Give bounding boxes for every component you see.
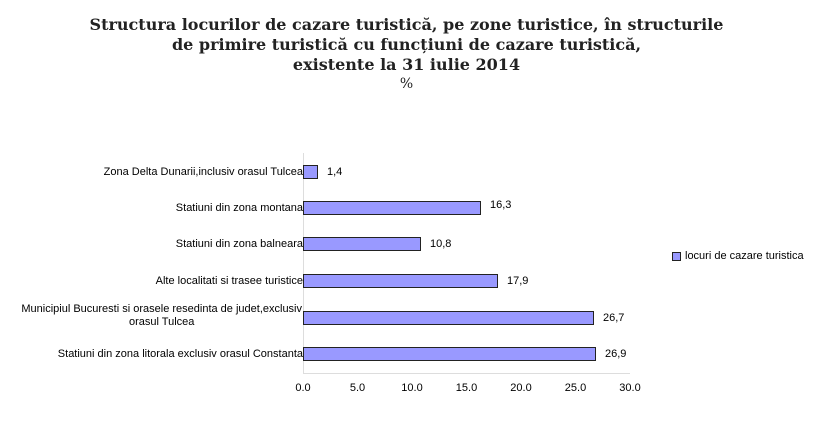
x-tick-label: 25.0	[564, 382, 587, 394]
bar	[303, 165, 318, 179]
value-label: 16,3	[490, 199, 512, 211]
category-label: Statiuni din zona balneara	[176, 238, 303, 251]
y-axis-line	[303, 153, 304, 373]
bar	[303, 201, 481, 215]
x-axis-line	[303, 373, 630, 374]
x-tick-label: 0.0	[295, 382, 311, 394]
x-tick-label: 20.0	[510, 382, 532, 394]
title-line-1: Structura locurilor de cazare turistică,…	[89, 15, 724, 34]
legend-label: locuri de cazare turistica	[685, 250, 804, 262]
value-label: 10,8	[430, 238, 452, 250]
category-label-line: Statiuni din zona balneara	[175, 237, 303, 250]
value-label: 17,9	[507, 275, 529, 287]
category-label: Municipiul Bucuresti si orasele resedint…	[21, 303, 302, 329]
title-line-3: existente la 31 iulie 2014	[292, 55, 521, 74]
chart-title: Structura locurilor de cazare turistică,…	[0, 15, 813, 93]
category-label: Statiuni din zona montana	[176, 202, 303, 215]
legend: locuri de cazare turistica	[672, 250, 804, 262]
bar	[303, 274, 498, 288]
value-label: 26,7	[603, 312, 625, 324]
category-label-line: Statiuni din zona litorala exclusiv oras…	[57, 347, 303, 360]
bar	[303, 237, 421, 251]
x-tick-label: 15.0	[455, 382, 478, 394]
x-tick-label: 30.0	[619, 382, 641, 394]
category-label: Statiuni din zona litorala exclusiv oras…	[58, 348, 303, 361]
category-label: Alte localitati si trasee turistice	[156, 275, 303, 288]
bar	[303, 347, 596, 361]
value-label: 26,9	[605, 348, 627, 360]
legend-swatch	[672, 251, 681, 261]
category-label-line: Municipiul Bucuresti si orasele resedint…	[21, 303, 302, 315]
unit-label: %	[399, 76, 414, 92]
value-label: 1,4	[327, 166, 343, 178]
x-tick-label: 10.0	[401, 382, 423, 394]
category-label: Zona Delta Dunarii,inclusiv orasul Tulce…	[104, 166, 303, 179]
bar	[303, 311, 594, 325]
category-label-line: Alte localitati si trasee turistice	[155, 274, 303, 287]
category-label-line: Zona Delta Dunarii,inclusiv orasul Tulce…	[103, 165, 303, 178]
category-label-line: orasul Tulcea	[128, 316, 195, 328]
category-label-line: Statiuni din zona montana	[175, 201, 303, 214]
x-tick-label: 5.0	[349, 382, 366, 394]
title-line-2: de primire turistică cu funcțiuni de caz…	[171, 35, 642, 54]
